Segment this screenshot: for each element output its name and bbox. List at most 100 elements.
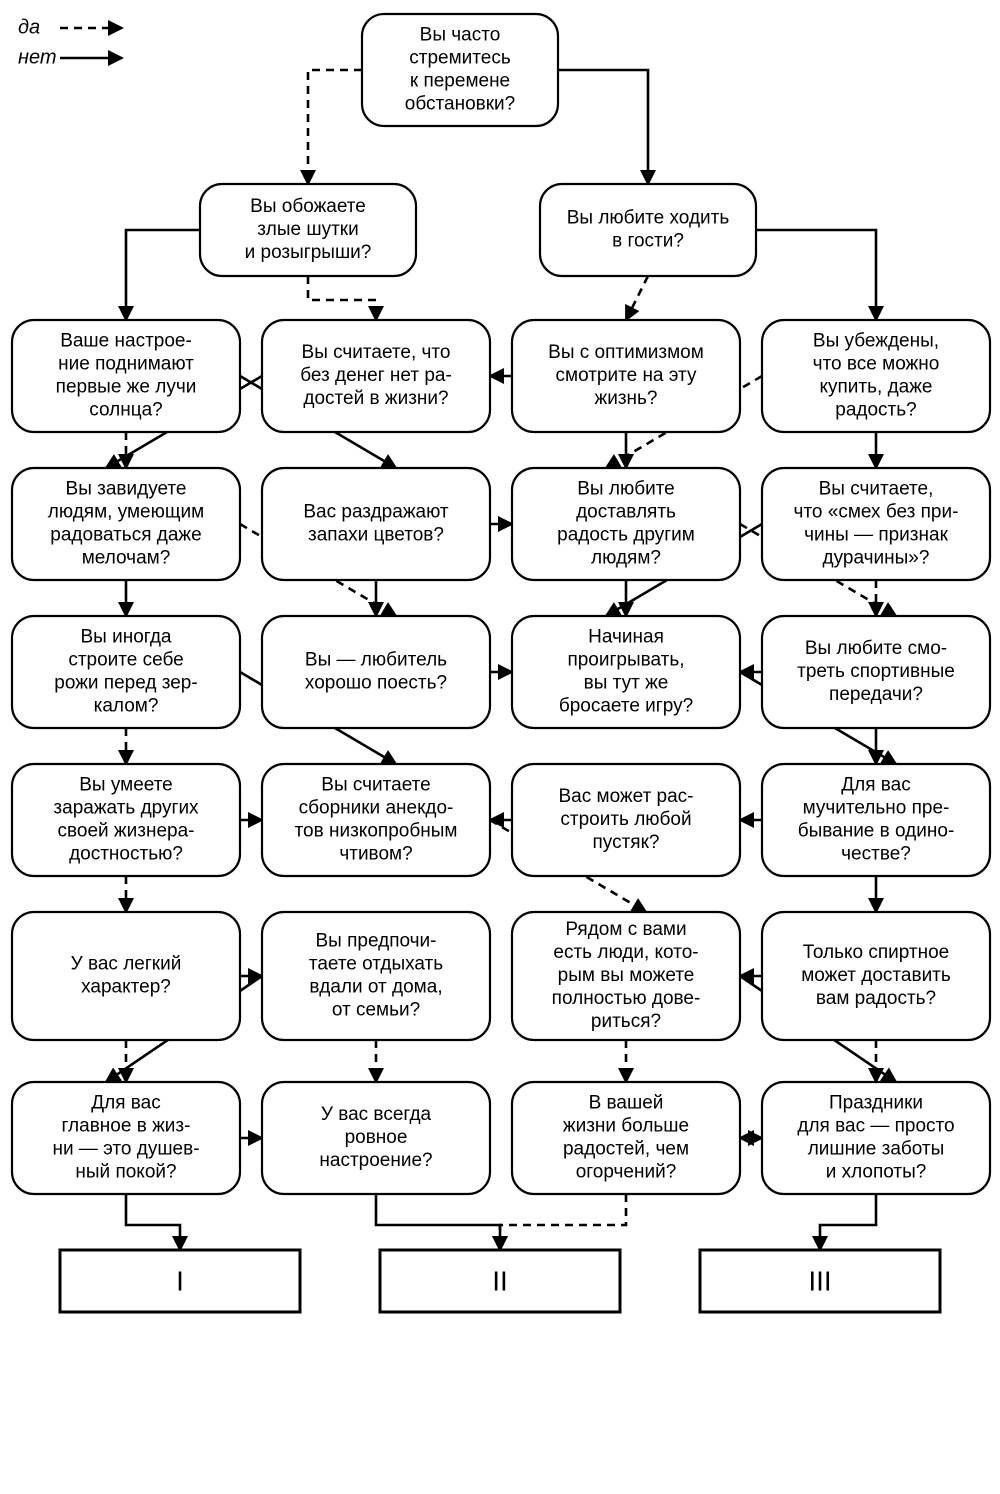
node-q0-line-3: обстановки?	[405, 94, 515, 115]
node-q3c-line-2: радость другим	[557, 525, 695, 546]
node-q2d-line-3: радость?	[835, 400, 916, 421]
node-q6c-line-2: рым вы можете	[558, 965, 695, 986]
node-q4c-line-2: вы тут же	[584, 673, 669, 694]
node-q5c-line-1: строить любой	[560, 809, 691, 830]
node-q3a-line-0: Вы завидуете	[66, 479, 187, 500]
node-r1: I	[60, 1250, 300, 1312]
legend-no-label: нет	[18, 46, 57, 68]
node-q4b: Вы — любительхорошо поесть?	[262, 616, 490, 728]
node-q4c-line-0: Начиная	[588, 627, 664, 648]
node-q6a-line-0: У вас легкий	[71, 954, 182, 975]
node-q4a-line-0: Вы иногда	[80, 627, 171, 648]
node-q7b-line-0: У вас всегда	[321, 1104, 432, 1125]
node-q3a-line-1: людям, умеющим	[48, 502, 204, 523]
node-q6d-line-0: Только спиртное	[803, 942, 950, 963]
node-q6b-line-3: от семьи?	[332, 1000, 420, 1021]
node-q2d: Вы убеждены,что все можнокупить, дажерад…	[762, 320, 990, 432]
node-q6a: У вас легкийхарактер?	[12, 912, 240, 1040]
node-q7c-line-1: жизни больше	[563, 1116, 689, 1137]
node-r2-label: II	[492, 1265, 508, 1296]
node-q4d-line-1: треть спортивные	[797, 661, 955, 682]
node-q5b-line-1: сборники анекдо-	[299, 798, 454, 819]
node-q2a-line-3: солнца?	[89, 400, 162, 421]
node-q3a: Вы завидуетелюдям, умеющимрадоваться даж…	[12, 468, 240, 580]
node-q6c-line-0: Рядом с вами	[565, 919, 686, 940]
node-q5c: Вас может рас-строить любойпустяк?	[512, 764, 740, 876]
edge-q1R-q2d	[756, 230, 876, 320]
node-q2a: Ваше настрое-ние поднимаютпервые же лучи…	[12, 320, 240, 432]
node-q3c-line-0: Вы любите	[577, 479, 675, 500]
node-q5b-line-3: чтивом?	[339, 844, 412, 865]
node-q4b-line-1: хорошо поесть?	[305, 673, 447, 694]
node-q3d-line-2: чины — признак	[804, 525, 948, 546]
node-q7a-line-0: Для вас	[91, 1093, 160, 1114]
node-q5b-line-0: Вы считаете	[321, 775, 430, 796]
edge-q0-q1L	[308, 70, 362, 184]
node-q0-line-2: к перемене	[410, 71, 510, 92]
node-q6b-line-0: Вы предпочи-	[316, 931, 437, 952]
node-q1L-line-0: Вы обожаете	[250, 196, 366, 217]
node-q0-line-0: Вы часто	[420, 25, 501, 46]
node-r1-label: I	[176, 1265, 184, 1296]
node-q5a-line-3: достностью?	[69, 844, 183, 865]
node-q5d: Для васмучительно пре-бывание в одино-че…	[762, 764, 990, 876]
node-q2c: Вы с оптимизмомсмотрите на этужизнь?	[512, 320, 740, 432]
node-q3c-line-3: людям?	[591, 548, 661, 569]
node-q7d: Праздникидля вас — простолишние заботыи …	[762, 1082, 990, 1194]
node-q7d-line-2: лишние заботы	[808, 1139, 945, 1160]
node-q2d-line-2: купить, даже	[819, 377, 932, 398]
node-q4d: Вы любите смо-треть спортивныепередачи?	[762, 616, 990, 728]
node-q5c-line-2: пустяк?	[593, 832, 660, 853]
node-q4a: Вы иногдастроите себерожи перед зер-кало…	[12, 616, 240, 728]
edge-q1R-q2c	[626, 276, 648, 320]
node-q3b-line-0: Вас раздражают	[303, 502, 449, 523]
node-q2c-line-0: Вы с оптимизмом	[548, 342, 704, 363]
node-q5a-line-0: Вы умеете	[79, 775, 173, 796]
edge-q0-q1R	[558, 70, 648, 184]
node-q1R-line-0: Вы любите ходить	[567, 208, 730, 229]
node-q2b: Вы считаете, чтобез денег нет ра-достей …	[262, 320, 490, 432]
node-q3b-line-1: запахи цветов?	[308, 525, 444, 546]
node-q4c-line-1: проигрывать,	[567, 650, 684, 671]
node-q1L: Вы обожаетезлые шуткии розыгрыши?	[200, 184, 416, 276]
nodes-layer: Вы частостремитеськ переменеобстановки? В…	[12, 14, 990, 1312]
node-q2a-line-0: Ваше настрое-	[60, 331, 192, 352]
node-q7c-line-2: радостей, чем	[563, 1139, 689, 1160]
node-q7a-line-2: ни — это душев-	[52, 1139, 199, 1160]
node-q5b-line-2: тов низкопробным	[295, 821, 458, 842]
node-q2c-line-1: смотрите на эту	[556, 365, 697, 386]
edge-q7b-r2	[376, 1194, 500, 1250]
node-q5c-line-0: Вас может рас-	[558, 786, 693, 807]
node-q4d-line-2: передачи?	[829, 684, 923, 705]
flowchart-canvas: данетВы частостремитеськ переменеобстано…	[0, 0, 1000, 1494]
node-q7d-line-1: для вас — просто	[797, 1116, 954, 1137]
node-q5a-line-1: заражать других	[53, 798, 199, 819]
node-q3c: Вы любитедоставлятьрадость другимлюдям?	[512, 468, 740, 580]
node-q4c: Начинаяпроигрывать,вы тут жебросаете игр…	[512, 616, 740, 728]
node-q5b: Вы считаетесборники анекдо-тов низкопроб…	[262, 764, 490, 876]
node-q6c-line-4: риться?	[591, 1011, 661, 1032]
node-q5d-line-2: бывание в одино-	[798, 821, 955, 842]
edge-q7c-r2	[500, 1194, 626, 1250]
node-q2d-line-0: Вы убеждены,	[813, 331, 939, 352]
node-q0-line-1: стремитесь	[409, 48, 511, 69]
node-q6b-line-2: вдали от дома,	[309, 977, 442, 998]
node-q7c-line-0: В вашей	[589, 1093, 664, 1114]
edge-q1L-q2a	[126, 230, 200, 320]
node-q7a-line-3: ный покой?	[75, 1162, 176, 1183]
node-q2d-line-1: что все можно	[813, 354, 940, 375]
node-q3c-line-1: доставлять	[576, 502, 676, 523]
node-q1R-line-1: в гости?	[612, 231, 684, 252]
node-q6b: Вы предпочи-таете отдыхатьвдали от дома,…	[262, 912, 490, 1040]
node-q7d-line-0: Праздники	[829, 1093, 923, 1114]
node-q6d-line-2: вам радость?	[816, 988, 936, 1009]
node-q7b-line-2: настроение?	[319, 1150, 432, 1171]
node-q6c-line-3: полностью дове-	[552, 988, 701, 1009]
node-q5d-line-1: мучительно пре-	[803, 798, 950, 819]
node-q6d-line-1: может доставить	[801, 965, 951, 986]
node-q3d: Вы считаете,что «смех без при-чины — при…	[762, 468, 990, 580]
node-q6b-line-1: таете отдыхать	[309, 954, 443, 975]
node-q6c: Рядом с вамиесть люди, кото-рым вы может…	[512, 912, 740, 1040]
node-q5a-line-2: своей жизнера-	[58, 821, 195, 842]
node-q3a-line-2: радоваться даже	[50, 525, 201, 546]
